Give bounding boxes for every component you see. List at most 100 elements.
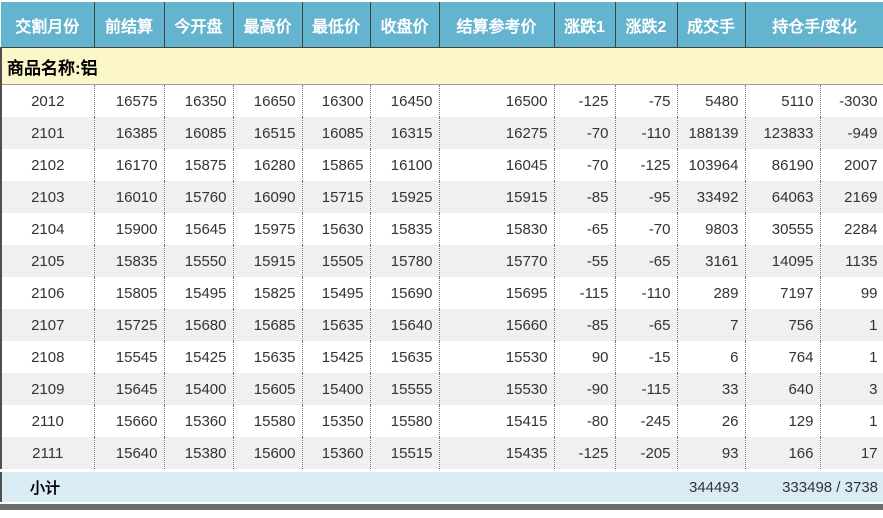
- header-cell: 前结算: [94, 2, 165, 48]
- subtotal-label: 小计: [0, 469, 677, 502]
- data-cell: 16085: [302, 117, 371, 149]
- data-cell: 3161: [677, 245, 746, 277]
- data-cell: -65: [615, 309, 678, 341]
- data-cell: 2007: [820, 149, 883, 181]
- header-cell: 交割月份: [1, 2, 95, 48]
- data-cell: -65: [554, 213, 616, 245]
- data-cell: 1: [820, 341, 883, 373]
- data-cell: 2169: [820, 181, 883, 213]
- data-cell: 15680: [164, 309, 234, 341]
- subtotal-open-interest-total: 333498 / 3738: [745, 469, 883, 502]
- data-cell: 1: [820, 309, 883, 341]
- data-cell: 15780: [370, 245, 440, 277]
- data-cell: 15715: [302, 181, 371, 213]
- data-cell: 15350: [302, 405, 371, 437]
- data-cell: 16650: [233, 84, 303, 117]
- data-cell: 15425: [164, 341, 234, 373]
- data-cell: 15685: [233, 309, 303, 341]
- data-cell: 15635: [233, 341, 303, 373]
- data-cell: 93: [677, 437, 746, 471]
- data-cell: 16515: [233, 117, 303, 149]
- data-cell: -110: [615, 117, 678, 149]
- month-cell: 2109: [0, 373, 95, 405]
- data-cell: 7197: [745, 277, 821, 309]
- commodity-name-label: 商品名称:铝: [0, 47, 883, 85]
- data-cell: 15725: [94, 309, 165, 341]
- data-cell: 15400: [164, 373, 234, 405]
- data-cell: 15605: [233, 373, 303, 405]
- subtotal-volume-total: 344493: [677, 469, 745, 502]
- data-cell: 15760: [164, 181, 234, 213]
- data-cell: -205: [615, 437, 678, 471]
- data-cell: 15635: [302, 309, 371, 341]
- header-cell: 持仓手/变化: [745, 2, 883, 48]
- data-cell: 15640: [94, 437, 165, 471]
- header-cell: 今开盘: [164, 2, 234, 48]
- data-cell: 15425: [302, 341, 371, 373]
- data-cell: 6: [677, 341, 746, 373]
- data-cell: -85: [554, 181, 616, 213]
- month-cell: 2110: [0, 405, 95, 437]
- data-cell: 123833: [745, 117, 821, 149]
- table-row: 2105 15835 15550 15915 15505 15780 15770 -55 -65…: [0, 245, 883, 277]
- data-cell: 16500: [439, 84, 555, 117]
- data-cell: 86190: [745, 149, 821, 181]
- header-cell: 最低价: [302, 2, 371, 48]
- data-cell: 90: [554, 341, 616, 373]
- data-cell: 15915: [439, 181, 555, 213]
- header-cell: 涨跌1: [554, 2, 616, 48]
- table-row: 2012 16575 16350 16650 16300 16450 16500 -125 -7…: [0, 84, 883, 117]
- data-cell: 1: [820, 405, 883, 437]
- data-cell: 15530: [439, 341, 555, 373]
- data-cell: 15515: [370, 437, 440, 471]
- month-cell: 2104: [0, 213, 95, 245]
- data-cell: 5110: [745, 84, 821, 117]
- table-row: 2111 15640 15380 15600 15360 15515 15435 -125 -2…: [0, 437, 883, 471]
- data-cell: 16315: [370, 117, 440, 149]
- header-cell: 成交手: [677, 2, 746, 48]
- data-cell: 15645: [164, 213, 234, 245]
- data-cell: 9803: [677, 213, 746, 245]
- data-cell: 15830: [439, 213, 555, 245]
- data-cell: 15530: [439, 373, 555, 405]
- data-cell: 16350: [164, 84, 234, 117]
- data-cell: 15835: [370, 213, 440, 245]
- data-cell: 16385: [94, 117, 165, 149]
- data-cell: 15630: [302, 213, 371, 245]
- table-row: 2104 15900 15645 15975 15630 15835 15830 -65 -70…: [0, 213, 883, 245]
- data-cell: 15660: [94, 405, 165, 437]
- data-cell: -115: [615, 373, 678, 405]
- data-cell: -95: [615, 181, 678, 213]
- data-cell: -125: [554, 84, 616, 117]
- data-cell: -75: [615, 84, 678, 117]
- month-cell: 2102: [0, 149, 95, 181]
- month-cell: 2111: [0, 437, 95, 471]
- data-cell: 15495: [164, 277, 234, 309]
- data-cell: 15555: [370, 373, 440, 405]
- data-cell: 16010: [94, 181, 165, 213]
- data-cell: -15: [615, 341, 678, 373]
- commodity-group-row: 商品名称:铝: [0, 47, 883, 85]
- data-cell: 15915: [233, 245, 303, 277]
- futures-quotes-table: 交割月份 前结算 今开盘 最高价 最低价 收盘价 结算参考价 涨跌1 涨跌2 成交手 持仓手/变化 …: [0, 2, 883, 502]
- data-cell: -65: [615, 245, 678, 277]
- data-cell: 14095: [745, 245, 821, 277]
- data-cell: 99: [820, 277, 883, 309]
- subtotal-row: 小计 344493 333498 / 3738: [0, 469, 883, 502]
- data-cell: 129: [745, 405, 821, 437]
- data-cell: -80: [554, 405, 616, 437]
- data-cell: -90: [554, 373, 616, 405]
- data-cell: 15360: [302, 437, 371, 471]
- month-cell: 2107: [0, 309, 95, 341]
- header-cell: 最高价: [233, 2, 303, 48]
- table-row: 2108 15545 15425 15635 15425 15635 15530 90 -15 6…: [0, 341, 883, 373]
- data-cell: -3030: [820, 84, 883, 117]
- data-cell: 764: [745, 341, 821, 373]
- data-cell: 15495: [302, 277, 371, 309]
- data-cell: 15900: [94, 213, 165, 245]
- data-cell: 15770: [439, 245, 555, 277]
- header-cell: 结算参考价: [439, 2, 555, 48]
- table-row: 2102 16170 15875 16280 15865 16100 16045 -70 -12…: [0, 149, 883, 181]
- data-cell: 15645: [94, 373, 165, 405]
- month-cell: 2108: [0, 341, 95, 373]
